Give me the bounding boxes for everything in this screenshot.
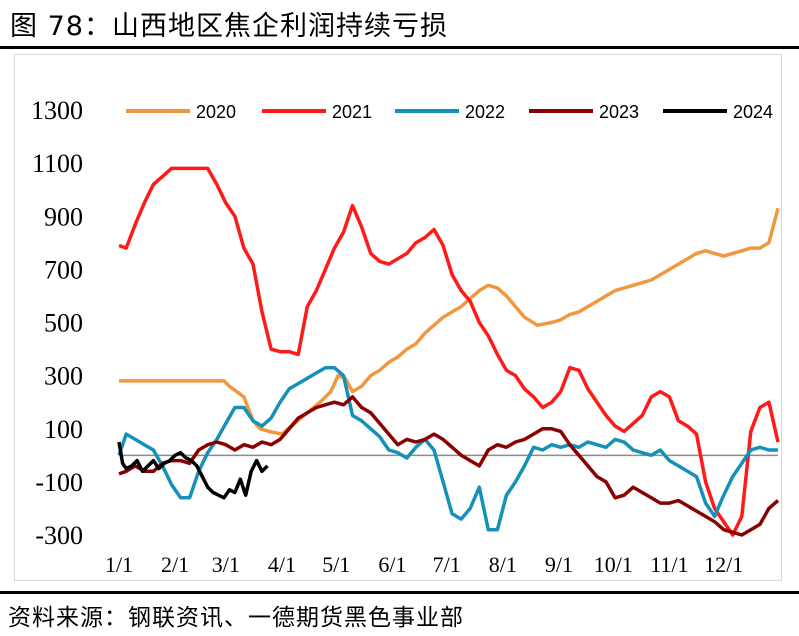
series-line-2023 — [118, 395, 780, 537]
y-tick-label: 1300 — [31, 96, 83, 125]
y-tick-label: 1100 — [32, 149, 83, 178]
series-line-2022 — [117, 365, 778, 532]
x-tick-label: 1/1 — [105, 552, 133, 577]
y-tick-label: 300 — [44, 362, 83, 391]
bottom-rule — [0, 591, 799, 594]
series-line-2021 — [118, 166, 780, 537]
x-tick-label: 10/1 — [594, 552, 633, 577]
legend-label-2022: 2022 — [465, 102, 505, 122]
x-tick-label: 11/1 — [650, 552, 688, 577]
series-line-2024 — [117, 441, 269, 500]
x-tick-label: 3/1 — [212, 552, 240, 577]
x-tick-label: 8/1 — [489, 552, 517, 577]
legend-label-2020: 2020 — [196, 102, 236, 122]
x-tick-label: 12/1 — [704, 552, 743, 577]
series-layer — [117, 166, 780, 537]
x-tick-label: 5/1 — [322, 552, 350, 577]
legend: 2020 2021 2022 2023 2024 — [126, 102, 773, 122]
x-tick-label: 9/1 — [545, 552, 573, 577]
source-note: 资料来源：钢联资讯、一德期货黑色事业部 — [8, 605, 464, 631]
y-axis: 1300 1100 900 700 500 300 100 -100 -300 — [31, 96, 778, 550]
y-tick-label: 100 — [44, 415, 83, 444]
plot-frame — [14, 54, 782, 581]
legend-label-2024: 2024 — [733, 102, 773, 122]
legend-label-2021: 2021 — [332, 102, 372, 122]
y-tick-label: 700 — [44, 255, 83, 284]
chart-title: 图 78：山西地区焦企利润持续亏损 — [10, 11, 448, 42]
x-tick-label: 7/1 — [433, 552, 461, 577]
series-line-2020 — [119, 207, 780, 436]
y-tick-label: -300 — [35, 521, 83, 550]
y-tick-label: -100 — [35, 468, 83, 497]
x-tick-label: 2/1 — [161, 552, 189, 577]
y-tick-label: 500 — [44, 309, 83, 338]
x-tick-label: 6/1 — [378, 552, 406, 577]
top-rule — [0, 46, 799, 49]
x-tick-label: 4/1 — [268, 552, 296, 577]
x-axis: 1/1 2/1 3/1 4/1 5/1 6/1 7/1 8/1 9/1 10/1 11/1 12/1 — [105, 552, 743, 577]
legend-label-2023: 2023 — [599, 102, 639, 122]
y-tick-label: 900 — [44, 202, 83, 231]
